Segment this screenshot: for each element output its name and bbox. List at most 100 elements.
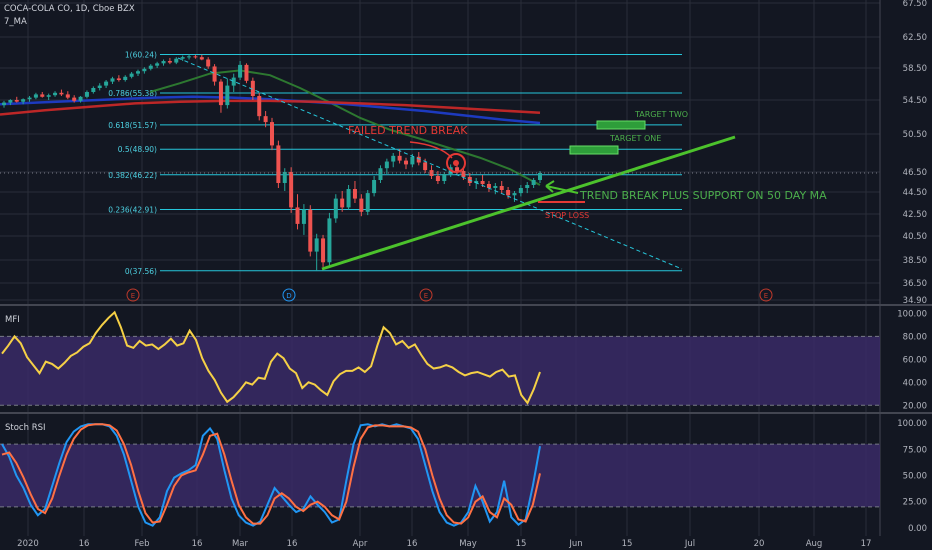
candle-body [187,56,192,58]
candle-body [506,190,511,196]
candle-body [295,207,300,224]
time-tick-label: 16 [79,539,90,549]
candle-body [352,189,357,199]
candle-body [155,63,160,66]
candle-body [499,186,504,190]
candle-body [263,116,268,123]
candle-body [416,156,421,163]
failed-break-arrow [409,141,453,159]
candle-body [104,81,109,86]
price-tick-label: 67.50 [903,0,927,9]
time-axis-bg [0,536,932,550]
stoch-rsi-tick-label: 0.00 [908,524,927,534]
stop-loss-label: STOP LOSS [545,211,589,220]
candle-body [110,78,115,82]
candle-body [8,100,13,103]
candle-body [384,161,389,169]
candle-body [359,198,364,212]
candle-body [167,61,172,63]
time-tick-label: 16 [192,539,203,549]
candle-body [525,185,530,188]
time-tick-label: 20 [754,539,765,549]
candle-body [518,188,523,194]
candle-body [531,180,536,185]
time-tick-label: Feb [134,539,149,549]
candle-body [225,85,230,106]
candle-body [174,58,179,63]
mfi-tick-label: 40.00 [903,378,927,388]
candle-body [455,167,460,172]
candle-body [53,92,58,96]
candle-body [161,61,166,64]
time-tick-label: 2020 [17,539,39,549]
price-tick-label: 54.50 [903,96,927,106]
fib-level-label: 0(37.56) [125,267,157,276]
price-tick-label: 58.50 [903,64,927,74]
candle-body [270,122,274,146]
candle-body [493,186,498,188]
candle-body [486,184,491,188]
event-marker-label: E [424,292,428,300]
time-tick-label: Mar [232,539,249,549]
mfi-band [0,336,880,406]
fib-level-label: 0.786(55.38) [108,89,157,98]
trend-break-arrowhead [545,180,555,193]
candle-body [346,189,351,208]
event-marker-label: E [764,292,768,300]
candle-body [180,57,185,59]
candle-body [238,64,243,78]
failed-trend-break-label: FAILED TREND BREAK [348,124,468,137]
candle-body [314,238,319,252]
event-marker [126,288,140,302]
mfi-tick-label: 80.00 [903,332,927,342]
candle-body [301,209,306,224]
candle-body [218,81,223,106]
candle-body [78,96,83,101]
drawings: FAILED TREND BREAK TARGET TWO TARGET ONE TR… [177,57,827,271]
price-tick-label: 34.90 [903,296,927,306]
mfi-pane: 100.00 80.00 60.00 40.00 20.00 MFI [0,309,927,411]
candle-body [91,88,96,92]
candle-body [410,156,415,165]
stoch-rsi-pane: 100.00 75.00 50.00 25.00 0.00 Stoch RSI [0,419,927,534]
candle-body [397,155,402,161]
candle-body [429,170,434,176]
candle-body [148,65,153,69]
candle-body [97,85,102,88]
stoch-rsi-tick-label: 100.00 [897,419,927,429]
fib-level-label: 0.5(48.90) [118,145,157,154]
candle-body [340,198,345,208]
candle-body [391,155,396,162]
candle-body [59,92,64,95]
price-tick-label: 38.50 [903,256,927,266]
mfi-tick-label: 20.00 [903,401,927,411]
candle-body [512,193,517,196]
time-tick-label: 15 [516,539,527,549]
event-marker [759,288,773,302]
mfi-title: MFI [5,315,20,325]
time-tick-label: 15 [622,539,633,549]
candle-body [282,172,287,183]
stoch-rsi-band [0,444,880,507]
time-tick-label: 16 [287,539,298,549]
candle-body [136,71,140,74]
time-tick-label: 16 [407,539,418,549]
candle-body [257,96,262,117]
stoch-rsi-tick-label: 50.00 [903,472,927,482]
candle-body [129,73,134,77]
candle-body [27,97,32,100]
time-tick-label: May [459,539,477,549]
candle-body [538,173,542,180]
candle-body [116,78,121,80]
event-marker [282,288,296,302]
candle-body [378,168,383,180]
mfi-tick-label: 60.00 [903,355,927,365]
stoch-rsi-tick-label: 75.00 [903,445,927,455]
candle-body [193,56,198,58]
candle-body [333,198,338,219]
candle-body [206,59,211,67]
candle-body [244,64,249,81]
price-tick-label: 46.50 [903,168,927,178]
